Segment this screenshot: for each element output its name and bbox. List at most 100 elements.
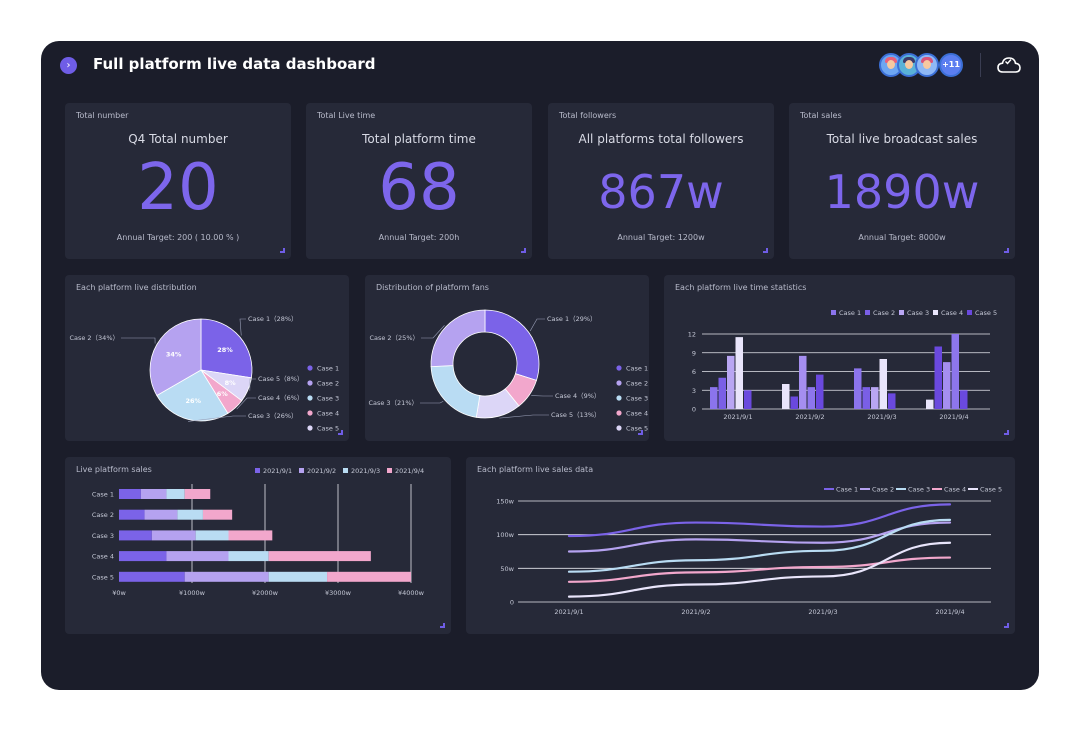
leader-line	[236, 397, 256, 410]
chart-card-platform-fans: Distribution of platform fans Case 1（29%…	[365, 275, 649, 441]
bar	[744, 390, 752, 409]
chevron-right-icon: ›	[66, 60, 71, 71]
x-tick-label: 2021/9/1	[723, 413, 752, 421]
bar-chart-live-time: 0 3 6 9 12 2021/9/1 2021/9/2 2021/9/3 2021/9/4 Ca…	[688, 309, 997, 421]
pie-slice-case-1	[200, 318, 253, 379]
donut-chart-platform-fans: Case 1（29%） Case 4（9%） Case 5（13%） Case 3（2…	[368, 309, 648, 433]
legend-swatch	[899, 310, 904, 315]
bar	[782, 384, 790, 409]
extra-users-badge[interactable]: +11	[939, 53, 963, 77]
pie-slice-case-1	[484, 309, 540, 381]
leader-line	[421, 325, 445, 339]
bar	[926, 399, 934, 409]
bar	[879, 359, 887, 409]
kpi-value: 1890w	[824, 165, 980, 219]
resize-corner-icon	[1004, 623, 1009, 628]
bar	[943, 362, 951, 409]
card-label: Total number	[76, 111, 129, 120]
legend-swatch	[865, 310, 870, 315]
card-label: Distribution of platform fans	[376, 283, 489, 292]
cloud-sync-icon[interactable]	[996, 53, 1022, 77]
bar	[727, 355, 735, 409]
kpi-card-total-number: Total number Q4 Total number 20 Annual T…	[65, 103, 291, 259]
kpi-card-total-sales: Total sales Total live broadcast sales 1…	[789, 103, 1015, 259]
line-series	[567, 518, 952, 573]
bar-segment	[119, 530, 152, 541]
card-label: Live platform sales	[76, 465, 152, 474]
slice-label: 26%	[186, 397, 202, 405]
legend-swatch	[616, 410, 622, 416]
user-avatars[interactable]: +11	[879, 53, 969, 77]
bar-segment	[119, 551, 167, 562]
chart-card-live-time-statistics: Each platform live time statistics 0 3 6 9 1…	[664, 275, 1015, 441]
legend-label: Case 3	[908, 486, 930, 494]
resize-corner-icon	[280, 248, 285, 253]
bar	[807, 387, 815, 409]
bar	[854, 368, 862, 409]
bar-segment	[184, 571, 269, 582]
line-series	[567, 521, 952, 553]
legend-label: Case 1	[836, 486, 858, 494]
legend-swatch	[616, 380, 622, 386]
chart-card-live-distribution: Each platform live distribution 28% Case …	[65, 275, 349, 441]
slice-callout: Case 5（8%）	[258, 375, 303, 383]
y-tick-label: Case 5	[92, 573, 114, 581]
bar	[862, 387, 870, 409]
legend-label: Case 5	[626, 425, 648, 433]
x-tick-label: 2021/9/4	[935, 608, 964, 616]
x-tick-label: 2021/9/3	[808, 608, 837, 616]
legend-swatch	[967, 310, 972, 315]
legend-swatch	[387, 468, 392, 473]
bar-segment	[268, 551, 371, 562]
y-tick-label: 12	[688, 331, 696, 339]
kpi-subtitle: Q4 Total number	[128, 132, 228, 146]
bar-segment	[119, 509, 145, 520]
kpi-card-total-live-time: Total Live time Total platform time 68 A…	[306, 103, 532, 259]
bar-segment	[177, 509, 203, 520]
y-tick-label: 0	[510, 599, 514, 607]
x-tick-label: 2021/9/1	[554, 608, 583, 616]
bar-segment	[119, 571, 185, 582]
card-label: Total Live time	[317, 111, 376, 120]
kpi-value: 68	[378, 151, 460, 225]
avatar[interactable]	[915, 53, 939, 77]
resize-corner-icon	[1004, 248, 1009, 253]
slice-label: 6%	[217, 390, 229, 398]
x-tick-label: ¥1000w	[179, 589, 206, 597]
legend-label: Case 5	[317, 425, 339, 433]
hbar-chart-platform-sales: ¥0w ¥1000w ¥2000w ¥3000w ¥4000w Case 1 Case 2 C…	[92, 467, 425, 597]
leader-line	[249, 378, 256, 391]
legend-label: 2021/9/2	[307, 467, 336, 475]
y-tick-label: Case 1	[92, 491, 114, 499]
legend-label: Case 1	[626, 365, 648, 373]
bar-segment	[144, 509, 178, 520]
line-chart-live-sales: 0 50w 100w 150w 2021/9/1 2021/9/2 2021/9/3 2021…	[496, 486, 1002, 617]
bar	[710, 387, 718, 409]
legend-swatch	[307, 365, 313, 371]
bar-segment	[166, 551, 229, 562]
bar-segment	[166, 489, 185, 499]
x-tick-label: ¥2000w	[252, 589, 279, 597]
bar	[888, 393, 896, 409]
line-series	[567, 541, 952, 598]
back-button[interactable]: ›	[60, 57, 77, 74]
slice-label: 28%	[217, 346, 233, 354]
card-label: Total followers	[559, 111, 617, 120]
bar-segment	[202, 509, 233, 520]
chart-card-live-sales-data: Each platform live sales data 0 50w 100w 15…	[466, 457, 1015, 634]
slice-callout: Case 5（13%）	[551, 411, 601, 419]
bar-segment	[228, 551, 269, 562]
bar	[799, 355, 807, 409]
legend-swatch	[299, 468, 304, 473]
line-series	[567, 556, 952, 583]
y-tick-label: 100w	[496, 531, 514, 539]
chart-card-live-platform-sales: Live platform sales ¥0w ¥1000w ¥2000w ¥3000…	[65, 457, 451, 634]
kpi-value: 867w	[598, 165, 724, 219]
x-tick-label: 2021/9/2	[681, 608, 710, 616]
bar	[718, 377, 726, 409]
leader-line	[188, 415, 246, 422]
card-label: Total sales	[800, 111, 842, 120]
resize-corner-icon	[338, 430, 343, 435]
legend-swatch	[616, 395, 622, 401]
legend-swatch	[343, 468, 348, 473]
